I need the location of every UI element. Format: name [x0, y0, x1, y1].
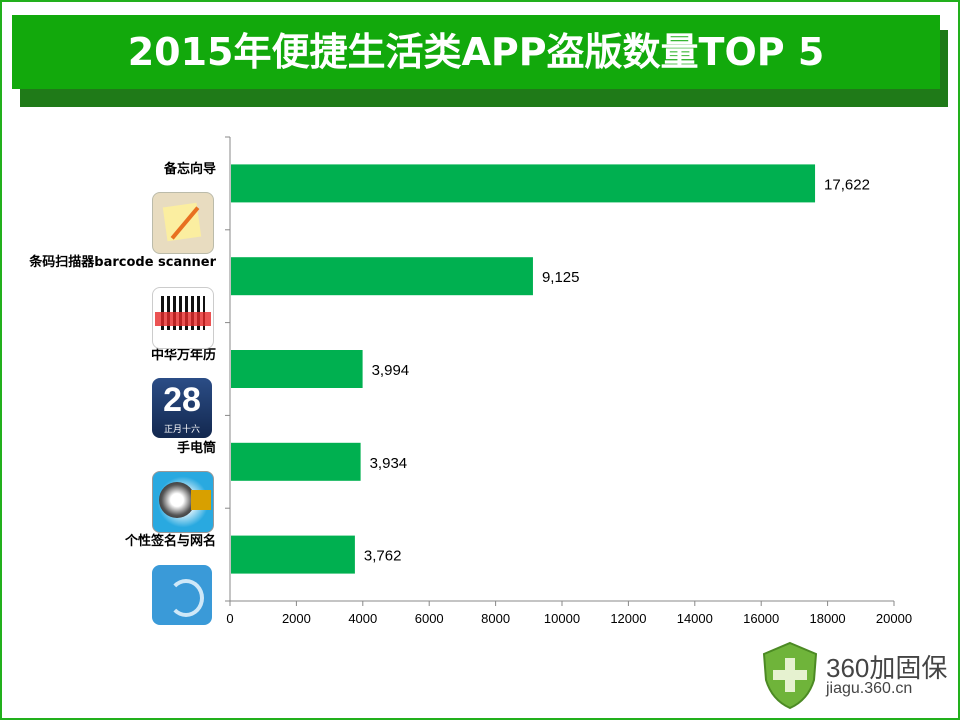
- data-label: 3,934: [370, 455, 408, 472]
- x-tick-label: 10000: [544, 611, 580, 626]
- category-label: 手电筒: [176, 440, 216, 456]
- logo-url: jiagu.360.cn: [826, 680, 913, 697]
- x-tick-label: 20000: [876, 611, 912, 626]
- logo-name: 360加固保: [826, 653, 948, 683]
- flashlight-app-icon: [152, 471, 214, 533]
- data-label: 3,762: [364, 548, 402, 565]
- calendar-sub: 正月十六: [163, 424, 200, 434]
- memo-app-icon: [152, 192, 214, 254]
- data-label: 17,622: [824, 176, 870, 193]
- x-tick-label: 2000: [282, 611, 311, 626]
- x-tick-label: 18000: [810, 611, 846, 626]
- category-label: 条码扫描器barcode scanner: [29, 255, 216, 271]
- x-tick-label: 6000: [415, 611, 444, 626]
- 360-jiagu-logo: 360加固保 jiagu.360.cn: [760, 640, 950, 710]
- bar: [231, 350, 363, 388]
- x-tick-label: 8000: [481, 611, 510, 626]
- bar: [231, 257, 533, 296]
- shield-icon: [762, 641, 818, 710]
- calendar-day: 28: [163, 381, 201, 419]
- chart-title: 2015年便捷生活类APP盗版数量TOP 5: [12, 15, 940, 89]
- calendar-app-icon: 28 正月十六: [152, 378, 212, 438]
- bar: [231, 535, 355, 574]
- x-tick-label: 16000: [743, 611, 779, 626]
- category-label: 备忘向导: [163, 162, 216, 178]
- x-tick-label: 4000: [348, 611, 377, 626]
- x-tick-label: 14000: [677, 611, 713, 626]
- category-label: 个性签名与网名: [124, 533, 216, 549]
- bar: [231, 442, 361, 481]
- bar: [231, 164, 816, 203]
- x-tick-label: 0: [226, 611, 233, 626]
- category-label: 中华万年历: [150, 348, 216, 363]
- signature-app-icon: [152, 565, 212, 625]
- barcode-app-icon: [152, 287, 214, 349]
- data-label: 9,125: [542, 269, 580, 286]
- data-label: 3,994: [372, 362, 410, 379]
- x-tick-label: 12000: [610, 611, 646, 626]
